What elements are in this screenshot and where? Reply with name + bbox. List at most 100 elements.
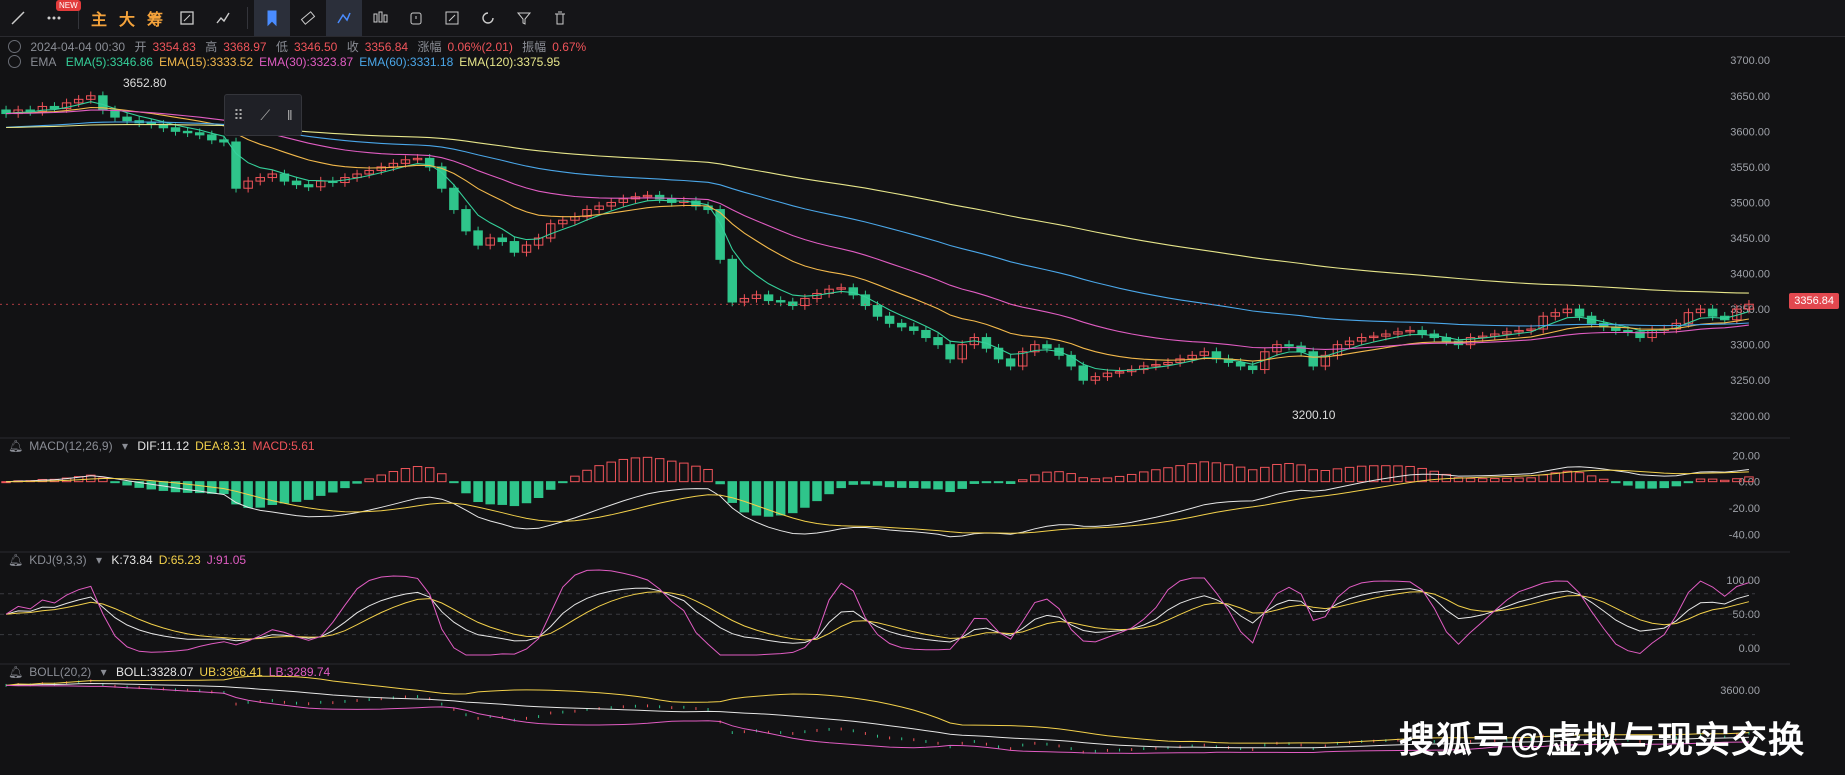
toolbar-main-chart[interactable]: 主: [90, 12, 107, 29]
legend-item: EMA(30):3323.87: [259, 55, 354, 69]
boll-lower-line: [6, 684, 1749, 754]
candle-body: [558, 219, 568, 225]
bookmark-icon[interactable]: [254, 0, 290, 36]
ema-line: [6, 109, 1749, 350]
ruler-icon[interactable]: [290, 0, 326, 36]
collapse-icon[interactable]: [8, 40, 21, 53]
macd-bar: [328, 481, 338, 493]
ema-line: [6, 124, 1749, 294]
candle-body: [1707, 308, 1718, 317]
macd-tick-label: 20.00: [1732, 450, 1760, 462]
collapse-icon[interactable]: [8, 55, 21, 68]
macd-bar: [364, 478, 374, 483]
candle-body: [146, 122, 157, 125]
candle-body: [1175, 358, 1185, 363]
candle-body: [182, 130, 193, 134]
macd-bar: [509, 481, 520, 507]
compare-icon[interactable]: [169, 0, 205, 36]
filter-icon[interactable]: [506, 0, 542, 36]
toolbar-large[interactable]: 大: [118, 12, 135, 29]
delete-icon[interactable]: [542, 0, 578, 36]
candle-body: [884, 315, 895, 324]
macd-bar: [146, 481, 157, 490]
candle-body: [412, 157, 423, 161]
edit-icon[interactable]: [434, 0, 470, 36]
legend-item: BOLL:3328.07: [116, 665, 194, 679]
macd-bar: [1695, 478, 1706, 483]
candle-body: [1272, 344, 1282, 353]
price-tick-label: 3550.00: [1730, 162, 1770, 174]
trendline-icon[interactable]: ⟋: [260, 106, 271, 123]
legend-item: DIF:11.12: [137, 439, 190, 453]
candle-body: [170, 127, 181, 132]
chart-toolbar: NEW 主大筹: [0, 0, 1845, 37]
floating-draw-tools[interactable]: ⠿ ⟋ ‖: [224, 94, 302, 136]
candle-body: [921, 329, 931, 339]
candle-body: [485, 237, 495, 246]
bell-icon[interactable]: 🔔︎: [8, 439, 24, 453]
macd-bar: [352, 481, 362, 484]
macd-bar: [1635, 481, 1645, 489]
macd-bar: [1102, 477, 1113, 483]
toolbar-separator: [78, 7, 79, 29]
timer-icon[interactable]: [398, 0, 434, 36]
indicator-icon[interactable]: [205, 0, 241, 36]
refresh-icon[interactable]: [470, 0, 506, 36]
macd-bar: [921, 481, 931, 489]
macd-bar: [194, 481, 205, 494]
candle-body: [751, 294, 762, 299]
lock-icon[interactable]: ‖: [286, 107, 293, 123]
macd-bar: [860, 481, 871, 485]
ema-line: [6, 121, 1749, 327]
macd-bar: [1598, 478, 1609, 483]
macd-bar: [1042, 471, 1052, 483]
candle-body: [1562, 308, 1573, 314]
candle-body: [1623, 329, 1633, 333]
macd-bar: [703, 468, 713, 483]
draw-line-icon[interactable]: [0, 0, 36, 36]
macd-bar: [1235, 466, 1246, 483]
legend-item: UB:3366.41: [199, 665, 263, 679]
macd-bar: [1623, 481, 1633, 486]
kdj-tick-label: 0.00: [1739, 643, 1760, 655]
macd-bar: [739, 481, 750, 513]
toolbar-chip[interactable]: 筹: [146, 12, 163, 29]
price-tick-label: 3600.00: [1730, 126, 1770, 138]
bell-icon[interactable]: 🔔︎: [8, 553, 24, 567]
macd-bar: [1611, 481, 1621, 484]
change-label: 涨幅: [417, 40, 442, 54]
candle-body: [654, 194, 665, 200]
macd-bar: [993, 481, 1004, 484]
candle-body: [1538, 315, 1548, 330]
macd-bar: [1574, 472, 1585, 483]
candle-body: [618, 198, 629, 203]
bell-icon[interactable]: 🔔︎: [8, 665, 24, 679]
candles-icon[interactable]: [362, 0, 398, 36]
low-annotation: 3200.10: [1292, 408, 1336, 422]
macd-bar: [594, 465, 604, 483]
legend-item: EMA(5):3346.86: [65, 55, 154, 69]
macd-bar: [1707, 478, 1718, 483]
candle-body: [1574, 308, 1585, 317]
macd-bar: [1465, 477, 1476, 483]
dropdown-icon[interactable]: ▾: [95, 553, 102, 567]
draw-tools-icon[interactable]: [326, 0, 362, 36]
high-annotation: 3652.80: [123, 76, 167, 90]
macd-bar: [582, 469, 592, 483]
macd-tick-label: 0.00: [1739, 477, 1760, 489]
dropdown-icon[interactable]: ▾: [100, 665, 107, 679]
amp-value: 0.67%: [552, 40, 587, 54]
more-icon[interactable]: NEW: [36, 0, 81, 36]
macd-bar: [1586, 475, 1597, 483]
macd-bar: [788, 481, 798, 514]
macd-name: MACD(12,26,9): [29, 439, 113, 453]
candle-body: [1247, 365, 1258, 371]
drag-handle-icon[interactable]: ⠿: [233, 106, 244, 123]
legend-item: J:91.05: [206, 553, 247, 567]
macd-bar: [1744, 476, 1754, 483]
macd-bar: [824, 481, 834, 495]
macd-bar: [1720, 479, 1730, 483]
dropdown-icon[interactable]: ▾: [121, 439, 128, 453]
macd-bar: [437, 473, 447, 483]
